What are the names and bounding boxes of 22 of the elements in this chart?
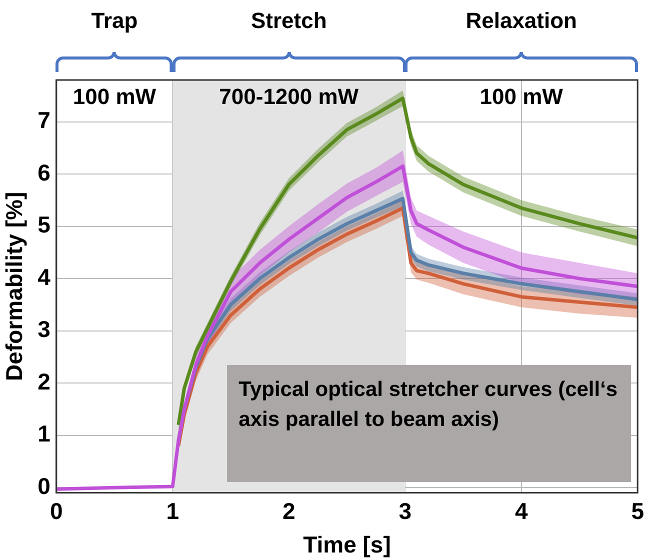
text: Stretch <box>250 8 327 34</box>
y-tick-label: 6 <box>38 159 50 186</box>
y-tick-label: 2 <box>38 368 50 394</box>
text: Trap <box>91 8 138 34</box>
y-tick-label: 1 <box>38 420 51 447</box>
x-axis-title: Time [s] <box>303 532 391 558</box>
y-tick-label: 7 <box>38 107 50 134</box>
y-tick-label: 4 <box>38 264 51 290</box>
x-tick-label: 3 <box>398 498 412 524</box>
y-axis-title: Deformability [%] <box>1 192 28 381</box>
annotation: 700-1200 mW <box>219 84 359 110</box>
annotation: 100 mW <box>72 84 156 110</box>
y-tick-label: 0 <box>38 472 50 499</box>
text-box: Typical optical stretcher curves (cell‘s axis parallel to beam axis) <box>226 364 631 482</box>
x-tick-label: 1 <box>166 498 180 524</box>
text: Relaxation <box>466 8 577 34</box>
annotation: 100 mW <box>480 84 563 110</box>
x-tick-label: 4 <box>514 498 528 524</box>
x-tick-label: 2 <box>282 498 296 524</box>
y-tick-label: 3 <box>38 316 50 342</box>
x-tick-label: 5 <box>631 498 644 524</box>
y-tick-label: 5 <box>38 212 51 238</box>
